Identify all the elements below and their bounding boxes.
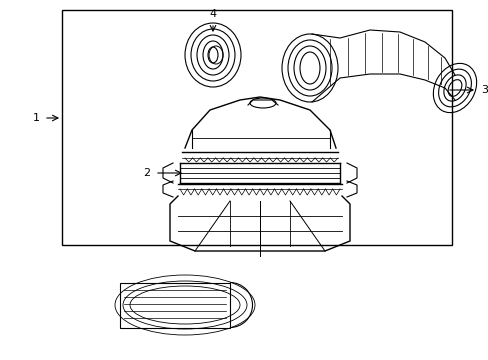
Bar: [120, 283, 229, 328]
Text: 1: 1: [33, 113, 40, 123]
Text: 3: 3: [480, 85, 487, 95]
Text: 2: 2: [142, 168, 150, 178]
Text: 4: 4: [209, 9, 216, 19]
Bar: [62, 10, 451, 245]
